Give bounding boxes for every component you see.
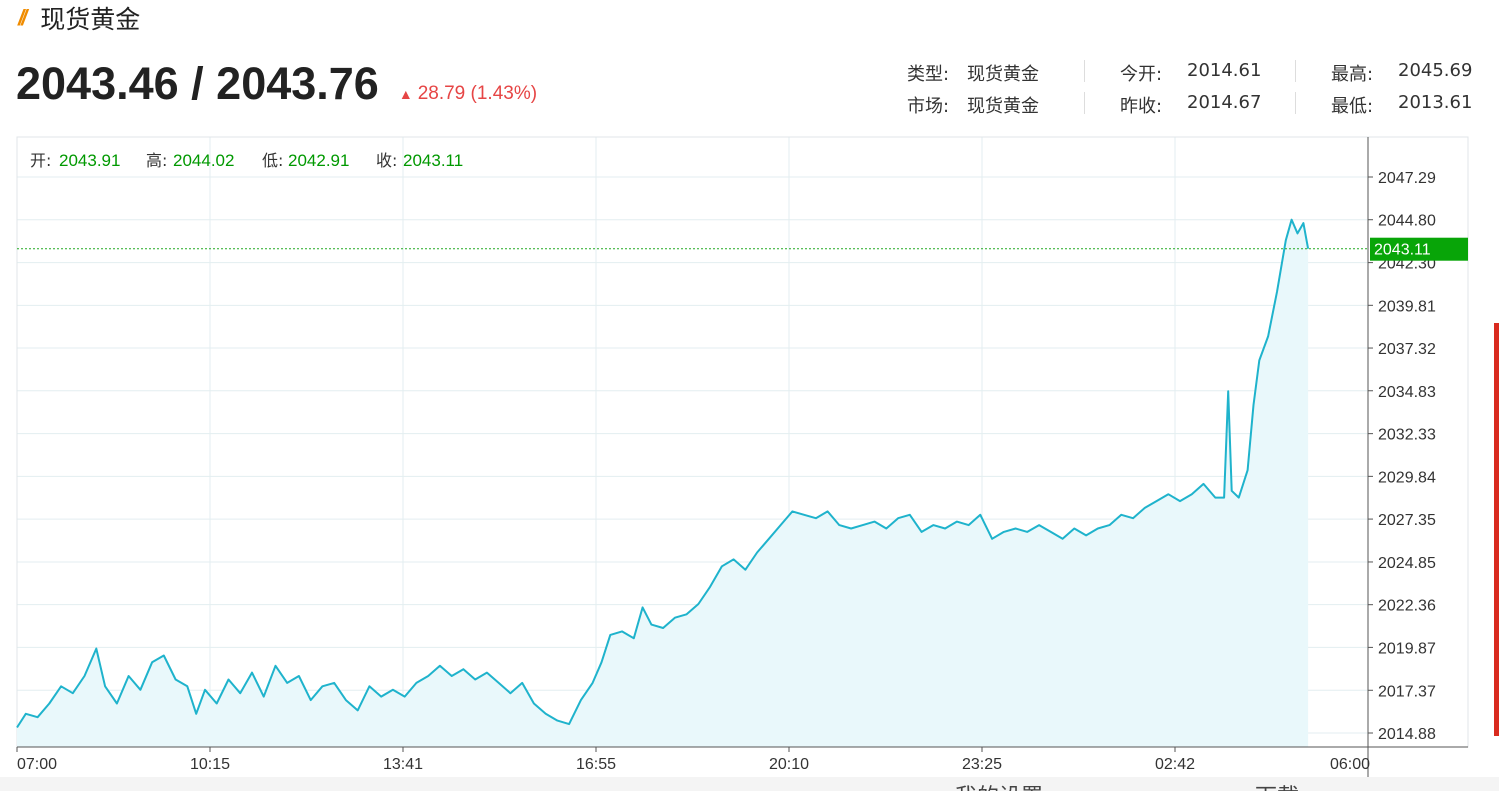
x-tick-label: 16:55	[576, 756, 616, 773]
price-line	[16, 218, 1310, 729]
divider	[1084, 92, 1085, 114]
open-value: 2014.61	[1187, 60, 1262, 81]
divider	[1295, 92, 1296, 114]
bid-ask-price: 2043.46 / 2043.76	[16, 58, 379, 109]
market-label: 市场:	[907, 96, 950, 117]
ohlc-low-value: 2042.91	[288, 151, 349, 170]
low-value: 2013.61	[1398, 92, 1473, 113]
y-tick-label: 2027.35	[1378, 512, 1436, 529]
x-tick-label: 23:25	[962, 756, 1002, 773]
y-tick-label: 2019.87	[1378, 640, 1436, 657]
ohlc-low-label: 低:	[262, 151, 283, 170]
x-tick-label: 13:41	[383, 756, 423, 773]
x-tick-layer: 07:00 10:15 13:41 16:55 20:10 23:25 02:42 06:00	[16, 747, 1370, 773]
x-tick-label: 06:00	[1330, 756, 1370, 773]
high-value: 2045.69	[1398, 60, 1473, 81]
page-title: 现货黄金	[40, 5, 141, 34]
y-tick-label: 2044.80	[1378, 213, 1436, 230]
side-scroll-indicator[interactable]	[1494, 323, 1499, 736]
market-value: 现货黄金	[967, 96, 1039, 117]
type-value: 现货黄金	[967, 64, 1039, 85]
high-label: 最高:	[1331, 64, 1374, 85]
quote-info-panel: 类型: 现货黄金 市场: 现货黄金 今开: 2014.61 昨收: 2014.6…	[0, 58, 1499, 122]
type-label: 类型:	[907, 64, 950, 85]
y-tick-label: 2037.32	[1378, 341, 1436, 358]
y-tick-label: 2014.88	[1378, 726, 1436, 743]
ohlc-close-value: 2043.11	[403, 151, 463, 170]
arrow-up-icon: ▲	[398, 86, 413, 102]
current-price-tag-label: 2043.11	[1374, 242, 1431, 259]
y-tick-label: 2022.36	[1378, 598, 1436, 615]
bottom-toolbar: 我的设置 下载	[0, 777, 1499, 791]
brand-mark-icon: //	[18, 5, 27, 30]
change-value: 28.79 (1.43%)	[417, 83, 538, 104]
y-tick-label: 2047.29	[1378, 170, 1436, 187]
open-label: 今开:	[1120, 64, 1163, 85]
y-tick-label: 2024.85	[1378, 555, 1436, 572]
current-price-tag: 2043.11	[1370, 237, 1468, 261]
prev-close-value: 2014.67	[1187, 92, 1262, 113]
download-link[interactable]: 下载	[1255, 779, 1299, 791]
divider	[1295, 60, 1296, 82]
current-price-tag-bg	[1370, 237, 1468, 261]
ohlc-high-label: 高:	[146, 151, 167, 170]
price-change: ▲ 28.79 (1.43%)	[399, 83, 537, 105]
ohlc-close-label: 收:	[376, 151, 397, 170]
ohlc-high-value: 2044.02	[173, 151, 234, 170]
price-row: 2043.46 / 2043.76 ▲ 28.79 (1.43%)	[16, 58, 537, 110]
x-tick-label: 10:15	[190, 756, 230, 773]
divider	[1084, 60, 1085, 82]
settings-link[interactable]: 我的设置	[955, 779, 1043, 791]
y-tick-label: 2034.83	[1378, 384, 1436, 401]
x-tick-label: 07:00	[17, 756, 57, 773]
prev-close-label: 昨收:	[1120, 96, 1163, 117]
ohlc-open-value: 2043.91	[59, 151, 120, 170]
x-tick-label: 20:10	[769, 756, 809, 773]
ohlc-open-label: 开:	[30, 151, 51, 170]
page-header: // 现货黄金	[18, 3, 141, 34]
x-tick-label: 02:42	[1155, 756, 1195, 773]
y-tick-label: 2017.37	[1378, 683, 1436, 700]
y-tick-layer: 2047.292044.802042.302039.812037.322034.…	[1368, 170, 1436, 743]
low-label: 最低:	[1331, 96, 1374, 117]
ohlc-legend: 开: 2043.91 高: 2044.02 低: 2042.91 收: 2043…	[30, 151, 463, 170]
y-tick-label: 2029.84	[1378, 469, 1436, 486]
y-tick-label: 2032.33	[1378, 427, 1436, 444]
price-area	[17, 219, 1309, 747]
y-tick-label: 2039.81	[1378, 298, 1436, 315]
